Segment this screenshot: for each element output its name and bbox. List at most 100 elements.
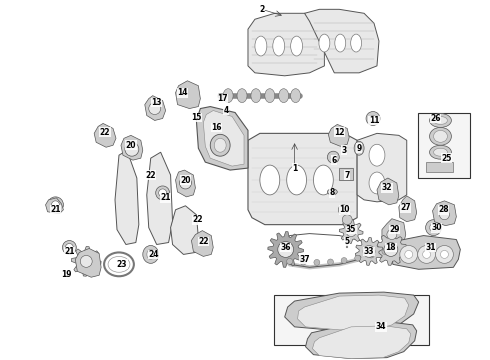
Text: 34: 34 bbox=[376, 322, 386, 331]
Text: 29: 29 bbox=[390, 225, 400, 234]
Polygon shape bbox=[147, 152, 172, 244]
Text: 22: 22 bbox=[100, 128, 110, 137]
Ellipse shape bbox=[430, 145, 451, 159]
Circle shape bbox=[441, 251, 448, 258]
Ellipse shape bbox=[237, 89, 247, 103]
Polygon shape bbox=[171, 206, 198, 255]
Circle shape bbox=[366, 112, 380, 125]
Circle shape bbox=[51, 201, 59, 209]
Polygon shape bbox=[268, 231, 303, 267]
Ellipse shape bbox=[434, 148, 447, 156]
Text: 6: 6 bbox=[332, 156, 337, 165]
Text: 21: 21 bbox=[64, 247, 74, 256]
Text: 32: 32 bbox=[382, 184, 392, 193]
Text: 16: 16 bbox=[211, 123, 221, 132]
Polygon shape bbox=[305, 9, 379, 73]
Polygon shape bbox=[192, 231, 213, 256]
Circle shape bbox=[417, 246, 436, 264]
Text: 27: 27 bbox=[400, 203, 411, 212]
Circle shape bbox=[159, 189, 167, 197]
Bar bbox=[426, 162, 453, 172]
Text: 22: 22 bbox=[146, 171, 156, 180]
Ellipse shape bbox=[251, 89, 261, 103]
Ellipse shape bbox=[434, 117, 447, 125]
Text: 21: 21 bbox=[50, 205, 61, 214]
Circle shape bbox=[355, 255, 361, 261]
Polygon shape bbox=[306, 322, 416, 359]
Polygon shape bbox=[328, 125, 349, 146]
Circle shape bbox=[400, 246, 417, 264]
Circle shape bbox=[314, 260, 320, 265]
Text: 25: 25 bbox=[441, 154, 452, 163]
Circle shape bbox=[342, 215, 352, 225]
Text: 14: 14 bbox=[177, 88, 188, 97]
Text: 5: 5 bbox=[344, 237, 350, 246]
Ellipse shape bbox=[354, 141, 364, 155]
Polygon shape bbox=[196, 107, 248, 170]
Ellipse shape bbox=[255, 36, 267, 56]
Circle shape bbox=[287, 258, 293, 264]
Polygon shape bbox=[392, 235, 460, 269]
Polygon shape bbox=[355, 238, 383, 265]
Circle shape bbox=[384, 243, 398, 256]
Polygon shape bbox=[285, 292, 418, 331]
Circle shape bbox=[430, 224, 438, 231]
Circle shape bbox=[62, 240, 76, 255]
Text: 35: 35 bbox=[346, 225, 356, 234]
Polygon shape bbox=[115, 150, 139, 244]
Ellipse shape bbox=[335, 34, 346, 52]
Circle shape bbox=[179, 177, 192, 189]
Ellipse shape bbox=[327, 189, 337, 195]
Polygon shape bbox=[248, 13, 324, 76]
Ellipse shape bbox=[434, 130, 447, 142]
Circle shape bbox=[370, 116, 376, 121]
Text: 30: 30 bbox=[431, 223, 442, 232]
Circle shape bbox=[387, 230, 397, 239]
Text: 2: 2 bbox=[259, 5, 265, 14]
Text: 4: 4 bbox=[223, 106, 229, 115]
Text: 3: 3 bbox=[342, 146, 347, 155]
Text: 19: 19 bbox=[61, 270, 72, 279]
Ellipse shape bbox=[369, 144, 385, 166]
Polygon shape bbox=[75, 248, 101, 277]
Bar bbox=[274, 295, 429, 345]
Ellipse shape bbox=[214, 138, 226, 152]
Text: 23: 23 bbox=[117, 260, 127, 269]
Polygon shape bbox=[121, 135, 143, 160]
Polygon shape bbox=[399, 196, 416, 222]
Text: 31: 31 bbox=[425, 243, 436, 252]
Circle shape bbox=[440, 210, 449, 220]
Polygon shape bbox=[433, 201, 456, 226]
Text: 22: 22 bbox=[198, 237, 209, 246]
Ellipse shape bbox=[147, 249, 155, 260]
Text: 33: 33 bbox=[364, 247, 374, 256]
Bar bbox=[339, 168, 353, 180]
Text: 7: 7 bbox=[344, 171, 350, 180]
Text: 12: 12 bbox=[334, 128, 344, 137]
Ellipse shape bbox=[314, 165, 333, 195]
Text: 18: 18 bbox=[386, 243, 396, 252]
Circle shape bbox=[65, 243, 74, 251]
Ellipse shape bbox=[369, 172, 385, 194]
Circle shape bbox=[300, 259, 306, 265]
Text: 9: 9 bbox=[357, 144, 362, 153]
Text: 37: 37 bbox=[299, 255, 310, 264]
Text: 1: 1 bbox=[292, 163, 297, 172]
Polygon shape bbox=[175, 170, 196, 197]
Ellipse shape bbox=[319, 34, 330, 52]
Circle shape bbox=[149, 103, 161, 114]
Polygon shape bbox=[313, 326, 411, 359]
Ellipse shape bbox=[291, 89, 300, 103]
Polygon shape bbox=[94, 123, 116, 147]
Ellipse shape bbox=[357, 145, 362, 152]
Polygon shape bbox=[375, 234, 407, 265]
Circle shape bbox=[368, 252, 374, 258]
Ellipse shape bbox=[265, 89, 275, 103]
Polygon shape bbox=[46, 198, 63, 214]
Text: 15: 15 bbox=[191, 113, 201, 122]
Polygon shape bbox=[382, 219, 406, 244]
Polygon shape bbox=[339, 220, 363, 243]
Bar bbox=[417, 113, 470, 178]
Ellipse shape bbox=[351, 34, 362, 52]
Text: 8: 8 bbox=[330, 188, 335, 197]
